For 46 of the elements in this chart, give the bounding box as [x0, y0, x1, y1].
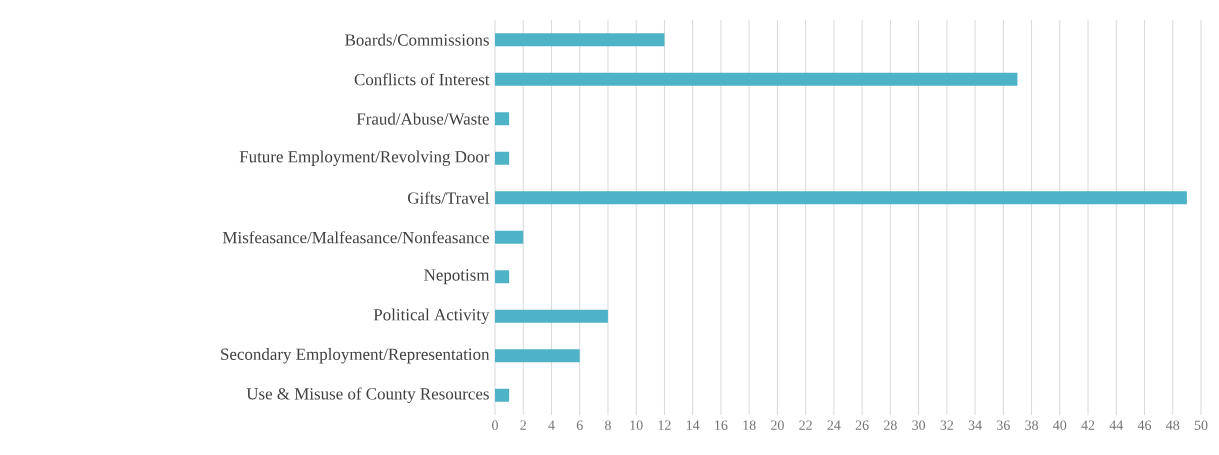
x-tick-label: 12	[658, 420, 671, 430]
bar	[495, 112, 510, 126]
bar	[495, 72, 1018, 86]
y-tick-label: Conflicts of Interest	[354, 73, 490, 86]
y-tick-label: Use & Misuse of County Resources	[246, 387, 489, 404]
y-tick-label: Secondary Employment/Representation	[221, 348, 490, 364]
y-tick-label: Misfeasance/Malfeasance/Nonfeasance	[222, 231, 489, 244]
y-tick-label: Future Employment/Revolving Door	[239, 150, 490, 166]
x-tick-label: 8	[605, 420, 611, 430]
x-tick-label: 30	[912, 420, 926, 430]
x-tick-label: 16	[715, 420, 728, 430]
x-tick-label: 34	[968, 420, 982, 430]
x-tick-label: 48	[1166, 420, 1180, 430]
y-tick-label: Nepotism	[424, 269, 490, 285]
x-tick-label: 32	[940, 420, 954, 430]
x-tick-label: 22	[799, 420, 812, 430]
x-tick-label: 2	[520, 420, 526, 430]
x-tick-label: 46	[1137, 420, 1152, 430]
x-tick-label: 6	[576, 420, 583, 430]
x-tick-label: 38	[1025, 420, 1038, 430]
x-tick-label: 28	[884, 420, 897, 430]
y-tick-label: Political Activity	[373, 308, 490, 324]
x-tick-label: 40	[1053, 420, 1067, 430]
x-tick-label: 10	[630, 420, 643, 430]
x-tick-label: 0	[492, 420, 498, 430]
bar	[495, 230, 524, 244]
x-tick-label: 44	[1109, 420, 1124, 430]
x-tick-label: 50	[1194, 420, 1208, 430]
bar	[495, 191, 1187, 205]
x-tick-label: 26	[855, 420, 869, 430]
bar	[495, 388, 510, 402]
bar	[495, 151, 510, 165]
x-tick-label: 4	[548, 420, 555, 430]
y-tick-label: Boards/Commissions	[345, 33, 489, 46]
y-tick-label: Fraud/Abuse/Waste	[356, 112, 489, 125]
x-tick-label: 36	[997, 420, 1010, 430]
x-tick-label: 18	[743, 420, 756, 430]
bar	[495, 309, 608, 323]
x-tick-label: 14	[686, 420, 700, 430]
x-tick-label: 24	[827, 420, 841, 430]
bar	[495, 33, 665, 47]
x-tick-label: 42	[1081, 420, 1095, 430]
y-tick-label: Gifts/Travel	[408, 191, 490, 204]
bar	[495, 349, 580, 363]
bar	[495, 270, 510, 284]
x-tick-label: 20	[771, 420, 784, 430]
